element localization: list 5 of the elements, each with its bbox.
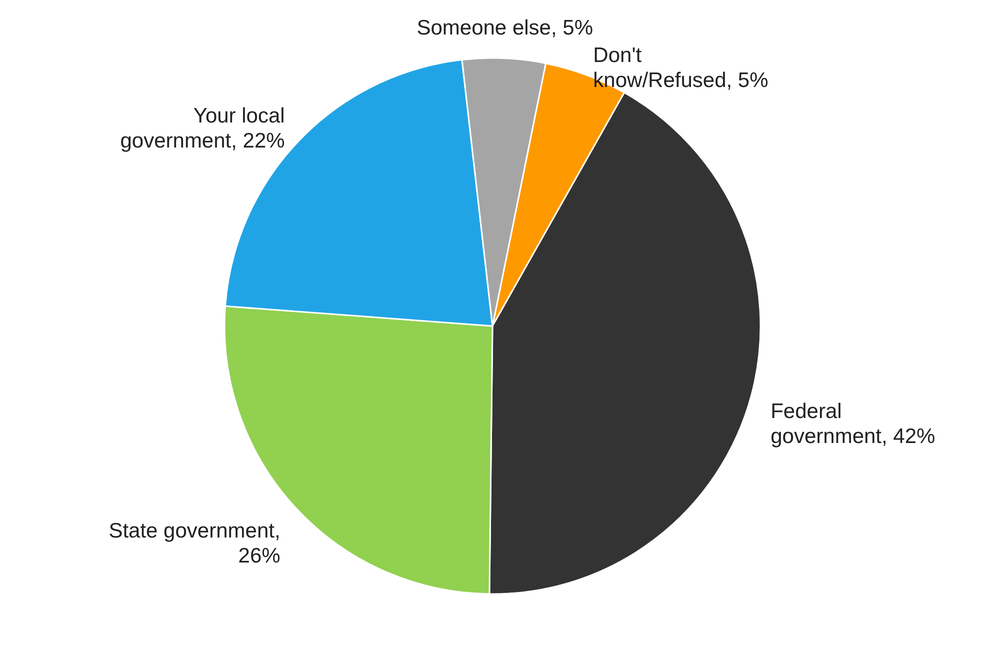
slice-label: Don't know/Refused, 5% xyxy=(593,44,768,92)
slice-label: State government, 26% xyxy=(108,520,280,568)
slice-label: Federal government, 42% xyxy=(770,400,936,448)
slice-label: Your local government, 22% xyxy=(120,104,285,152)
slice-label: Someone else, 5% xyxy=(416,16,593,40)
